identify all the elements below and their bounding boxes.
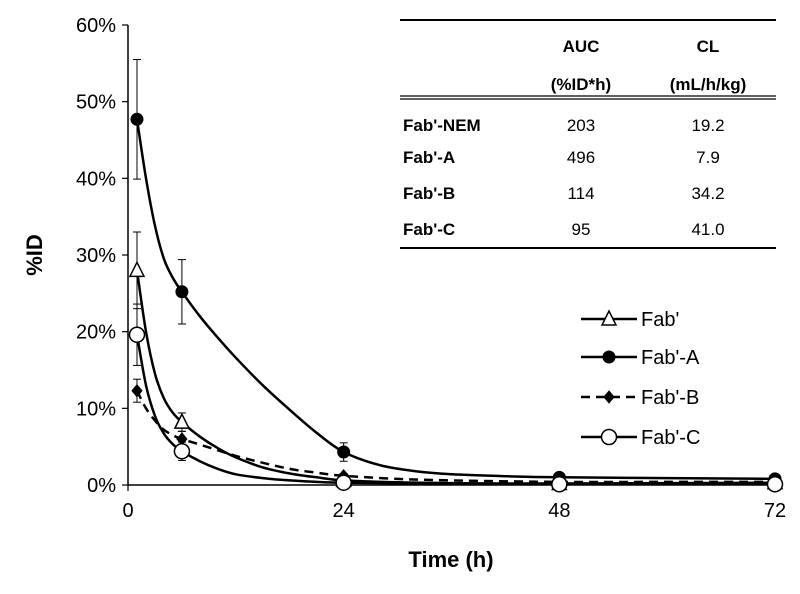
legend-entry: Fab'-C [581, 427, 700, 449]
legend-label: Fab'-B [641, 387, 699, 409]
data-point [130, 112, 144, 126]
legend-entry: Fab'-A [581, 347, 700, 369]
table-header-auc: AUC [563, 37, 600, 56]
data-point [173, 443, 191, 460]
data-point [551, 475, 568, 493]
y-tick-label: 30% [76, 245, 116, 267]
data-point [173, 412, 191, 429]
data-point [766, 475, 784, 493]
table-unit-auc: (%ID*h) [551, 75, 611, 94]
x-axis-ticks: 0 24 48 72 [122, 485, 786, 522]
y-axis-ticks: 0% 10% 20% 30% 40% 50% 60% [76, 15, 128, 497]
table-row-name: Fab'-NEM [403, 116, 481, 135]
y-tick-label: 40% [76, 168, 116, 190]
table-unit-cl: (mL/h/kg) [670, 75, 747, 94]
data-point [335, 474, 352, 491]
series-4 [128, 303, 784, 493]
table-rows: Fab'-NEM 203 19.2 Fab'-A 496 7.9 Fab'-B 114 34.2… [403, 116, 725, 239]
data-point [128, 326, 146, 343]
series-line [135, 334, 776, 486]
legend-label: Fab'-C [641, 427, 700, 449]
x-tick-label: 0 [122, 500, 133, 522]
table-cell-cl: 41.0 [691, 220, 724, 239]
x-axis-title: Time (h) [408, 547, 493, 572]
series-layer [128, 59, 784, 493]
legend-entry: Fab'-B [581, 387, 699, 409]
x-tick-label: 48 [548, 500, 570, 522]
data-point [131, 383, 143, 398]
legend-marker [602, 350, 616, 364]
data-point [175, 285, 189, 299]
legend-label: Fab' [641, 309, 679, 331]
table-row-name: Fab'-A [403, 148, 455, 167]
table-cell-cl: 19.2 [691, 116, 724, 135]
series-line [135, 270, 776, 485]
series-line [135, 119, 776, 481]
legend-marker [603, 390, 615, 404]
table-cell-cl: 34.2 [691, 184, 724, 203]
data-point [337, 445, 351, 459]
table-cell-auc: 114 [567, 184, 594, 203]
table-cell-auc: 95 [572, 220, 591, 239]
table-cell-auc: 203 [567, 116, 595, 135]
x-tick-label: 72 [764, 500, 786, 522]
table-row-name: Fab'-C [403, 220, 455, 239]
table-cell-cl: 7.9 [696, 148, 720, 167]
y-tick-label: 10% [76, 398, 116, 420]
legend-marker [600, 309, 618, 326]
legend-label: Fab'-A [641, 347, 700, 369]
x-tick-label: 24 [333, 500, 355, 522]
table-header-cl: CL [697, 37, 720, 56]
table-row-name: Fab'-B [403, 184, 455, 203]
series-line [135, 390, 775, 484]
y-tick-label: 60% [76, 15, 116, 37]
y-tick-label: 20% [76, 322, 116, 344]
y-tick-label: 50% [76, 92, 116, 114]
data-point [128, 260, 146, 278]
inset-table: AUC CL (%ID*h) (mL/h/kg) Fab'-NEM 203 19.2… [400, 19, 776, 249]
y-axis-title: %ID [22, 234, 47, 276]
table-cell-auc: 496 [567, 148, 595, 167]
legend: Fab' Fab'-A Fab'-B Fab'-C [581, 309, 700, 449]
legend-entry: Fab' [581, 309, 679, 331]
y-tick-label: 0% [87, 475, 116, 497]
legend-marker [600, 428, 618, 446]
